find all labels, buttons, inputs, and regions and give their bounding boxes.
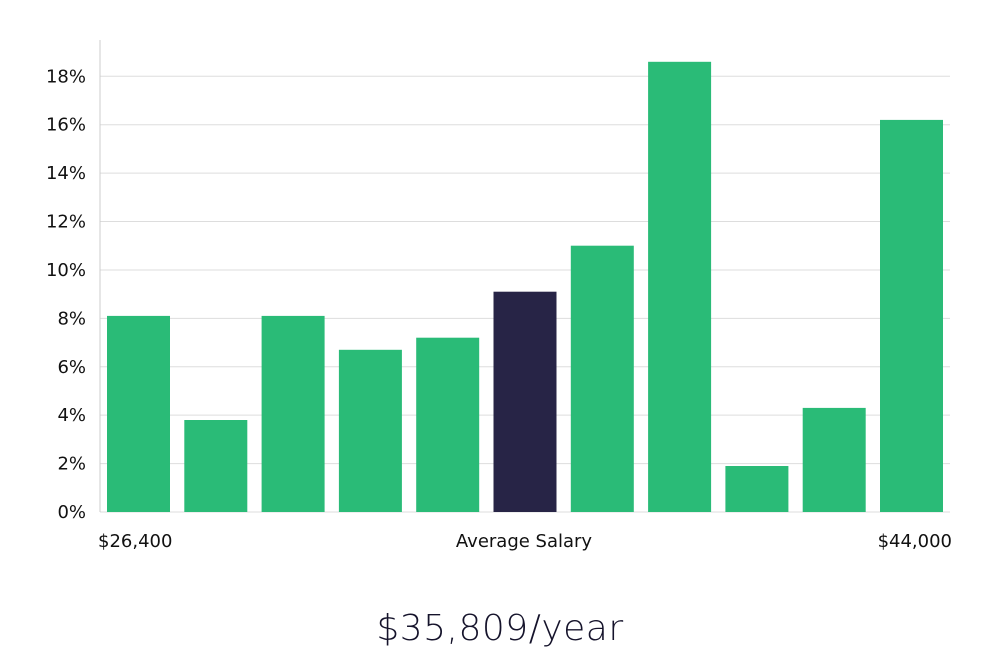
y-tick-label: 0% [57, 502, 86, 523]
bar [261, 315, 325, 512]
bar [648, 61, 712, 513]
bar-average-highlight [493, 291, 557, 512]
y-axis-ticks: 0% 2% 4% 6% 8% 10% 12% 14% 16% 18% [46, 66, 86, 523]
y-tick-label: 14% [46, 163, 86, 184]
bar [570, 245, 634, 512]
bar [416, 337, 480, 512]
y-tick-label: 10% [46, 260, 86, 281]
bar [338, 349, 402, 512]
x-label-max: $44,000 [878, 531, 952, 552]
y-tick-label: 12% [46, 212, 86, 233]
bar [184, 420, 248, 512]
x-label-center: Average Salary [456, 531, 593, 552]
x-label-min: $26,400 [98, 531, 172, 552]
bar [107, 315, 170, 512]
bar [880, 119, 943, 513]
average-salary-value: $35,809/year [376, 608, 624, 649]
y-tick-label: 18% [46, 66, 86, 87]
bar [725, 466, 789, 512]
y-tick-label: 2% [57, 454, 86, 475]
y-tick-label: 8% [57, 308, 86, 329]
bar [802, 407, 866, 512]
y-tick-label: 6% [57, 357, 86, 378]
chart-svg: 0% 2% 4% 6% 8% 10% 12% 14% 16% 18% $26,400 Averag… [46, 40, 952, 552]
y-tick-label: 4% [57, 405, 86, 426]
bars [107, 61, 943, 513]
salary-distribution-chart: 0% 2% 4% 6% 8% 10% 12% 14% 16% 18% $26,400 Averag… [46, 40, 952, 552]
y-tick-label: 16% [46, 115, 86, 136]
